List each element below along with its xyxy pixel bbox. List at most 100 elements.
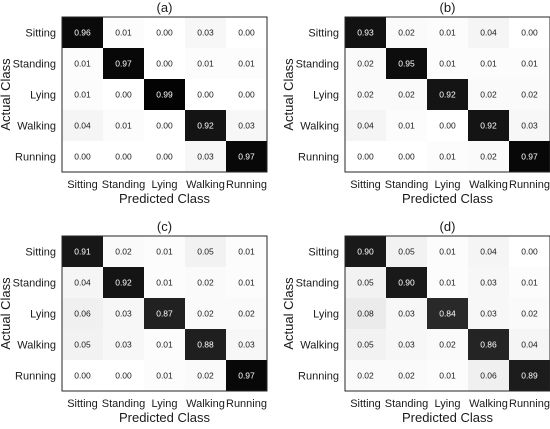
heatmap-cell bbox=[386, 360, 427, 391]
heatmap-cell bbox=[185, 141, 226, 172]
x-tick-label: Running bbox=[226, 179, 267, 191]
heatmap-cell bbox=[62, 329, 103, 360]
cell-value-label: 0.05 bbox=[398, 247, 415, 257]
y-tick-label: Standing bbox=[296, 59, 339, 71]
panel-a: 0.96 0.01 0.00 0.03 0.00 0.01 0.97 0.00 0.01 0.01… bbox=[0, 0, 268, 206]
cell-value-label: 0.03 bbox=[521, 121, 538, 131]
cell-value-label: 0.02 bbox=[357, 59, 374, 69]
cell-value-label: 0.00 bbox=[74, 152, 91, 162]
cell-value-label: 0.00 bbox=[115, 90, 132, 100]
heatmap-cell bbox=[509, 267, 550, 298]
cell-value-label: 0.99 bbox=[156, 90, 173, 100]
cell-value-label: 0.01 bbox=[74, 59, 91, 69]
cell-value-label: 0.01 bbox=[197, 59, 214, 69]
y-tick-label: Standing bbox=[13, 59, 56, 71]
cell-value-label: 0.02 bbox=[197, 278, 214, 288]
x-tick-label: Standing bbox=[102, 179, 145, 191]
heatmap-cell bbox=[468, 329, 509, 360]
cell-value-label: 0.89 bbox=[521, 371, 538, 381]
cell-value-label: 0.88 bbox=[197, 340, 214, 350]
heatmap-cell bbox=[509, 48, 550, 79]
heatmap-cell bbox=[62, 298, 103, 329]
cell-value-label: 0.03 bbox=[238, 121, 255, 131]
heatmap-cell bbox=[509, 17, 550, 48]
heatmap-cell bbox=[345, 360, 386, 391]
heatmap-cell bbox=[144, 110, 185, 141]
cell-value-label: 0.92 bbox=[439, 90, 456, 100]
y-tick-label: Running bbox=[298, 371, 339, 383]
cell-value-label: 0.92 bbox=[197, 121, 214, 131]
cell-value-label: 0.05 bbox=[197, 247, 214, 257]
x-tick-label: Walking bbox=[186, 398, 225, 410]
heatmap-cell bbox=[386, 236, 427, 267]
heatmap-cell bbox=[468, 267, 509, 298]
heatmap-cell bbox=[509, 329, 550, 360]
y-tick-label: Sitting bbox=[25, 28, 56, 40]
heatmap-cell bbox=[427, 329, 468, 360]
heatmap-cell bbox=[386, 267, 427, 298]
cell-value-label: 0.00 bbox=[156, 28, 173, 38]
cell-value-label: 0.00 bbox=[238, 28, 255, 38]
y-tick-label: Walking bbox=[17, 121, 56, 133]
heatmap-cell bbox=[144, 360, 185, 391]
panel-d: 0.90 0.05 0.01 0.04 0.00 0.05 0.90 0.01 0.03 0.01… bbox=[281, 219, 550, 425]
heatmap-cell bbox=[185, 329, 226, 360]
cell-value-label: 0.05 bbox=[357, 340, 374, 350]
panel-title: (a) bbox=[157, 0, 173, 15]
y-tick-label: Running bbox=[298, 152, 339, 164]
cell-value-label: 0.01 bbox=[115, 121, 132, 131]
panel-c: 0.91 0.02 0.01 0.05 0.01 0.04 0.92 0.01 0.02 0.01… bbox=[0, 219, 268, 425]
y-tick-label: Walking bbox=[300, 340, 339, 352]
cell-value-label: 0.01 bbox=[398, 121, 415, 131]
cell-value-label: 0.08 bbox=[357, 309, 374, 319]
y-tick-label: Lying bbox=[30, 90, 56, 102]
cell-value-label: 0.01 bbox=[439, 371, 456, 381]
heatmap-cell bbox=[345, 267, 386, 298]
heatmap-cell bbox=[103, 48, 144, 79]
heatmap-cell bbox=[226, 17, 267, 48]
heatmap-cell bbox=[103, 79, 144, 110]
heatmap-cell bbox=[62, 17, 103, 48]
cell-value-label: 0.01 bbox=[238, 278, 255, 288]
cell-value-label: 0.00 bbox=[115, 371, 132, 381]
heatmap-cell bbox=[226, 110, 267, 141]
heatmap-cell bbox=[468, 48, 509, 79]
cell-value-label: 0.01 bbox=[439, 247, 456, 257]
heatmap-cell bbox=[427, 79, 468, 110]
x-tick-label: Lying bbox=[152, 398, 178, 410]
x-tick-label: Running bbox=[509, 179, 550, 191]
x-tick-label: Sitting bbox=[67, 179, 98, 191]
y-axis-label: Actual Class bbox=[0, 58, 13, 131]
x-axis-label: Predicted Class bbox=[119, 410, 211, 425]
cell-value-label: 0.00 bbox=[238, 90, 255, 100]
plot-frame bbox=[61, 235, 268, 392]
y-tick-label: Walking bbox=[300, 121, 339, 133]
cell-value-label: 0.04 bbox=[480, 247, 497, 257]
heatmap-cell bbox=[427, 236, 468, 267]
x-tick-label: Walking bbox=[469, 398, 508, 410]
x-tick-label: Sitting bbox=[350, 179, 381, 191]
cell-value-label: 0.00 bbox=[398, 152, 415, 162]
heatmap-cell bbox=[427, 360, 468, 391]
cell-value-label: 0.05 bbox=[357, 278, 374, 288]
cell-value-label: 0.03 bbox=[398, 309, 415, 319]
y-tick-label: Sitting bbox=[308, 247, 339, 259]
x-tick-label: Running bbox=[509, 398, 550, 410]
cell-value-label: 0.01 bbox=[238, 247, 255, 257]
heatmap-cell bbox=[509, 236, 550, 267]
heatmap-cell bbox=[509, 360, 550, 391]
cell-value-label: 0.03 bbox=[197, 28, 214, 38]
heatmap-cell bbox=[103, 141, 144, 172]
heatmap-cell bbox=[427, 17, 468, 48]
heatmap-cell bbox=[103, 360, 144, 391]
cell-value-label: 0.00 bbox=[197, 90, 214, 100]
heatmap-cell bbox=[185, 79, 226, 110]
cell-value-label: 0.02 bbox=[115, 247, 132, 257]
x-tick-label: Running bbox=[226, 398, 267, 410]
cell-value-label: 0.01 bbox=[156, 340, 173, 350]
cell-value-label: 0.90 bbox=[357, 247, 374, 257]
y-tick-label: Running bbox=[15, 152, 56, 164]
cell-value-label: 0.02 bbox=[197, 371, 214, 381]
heatmap-cell bbox=[468, 360, 509, 391]
